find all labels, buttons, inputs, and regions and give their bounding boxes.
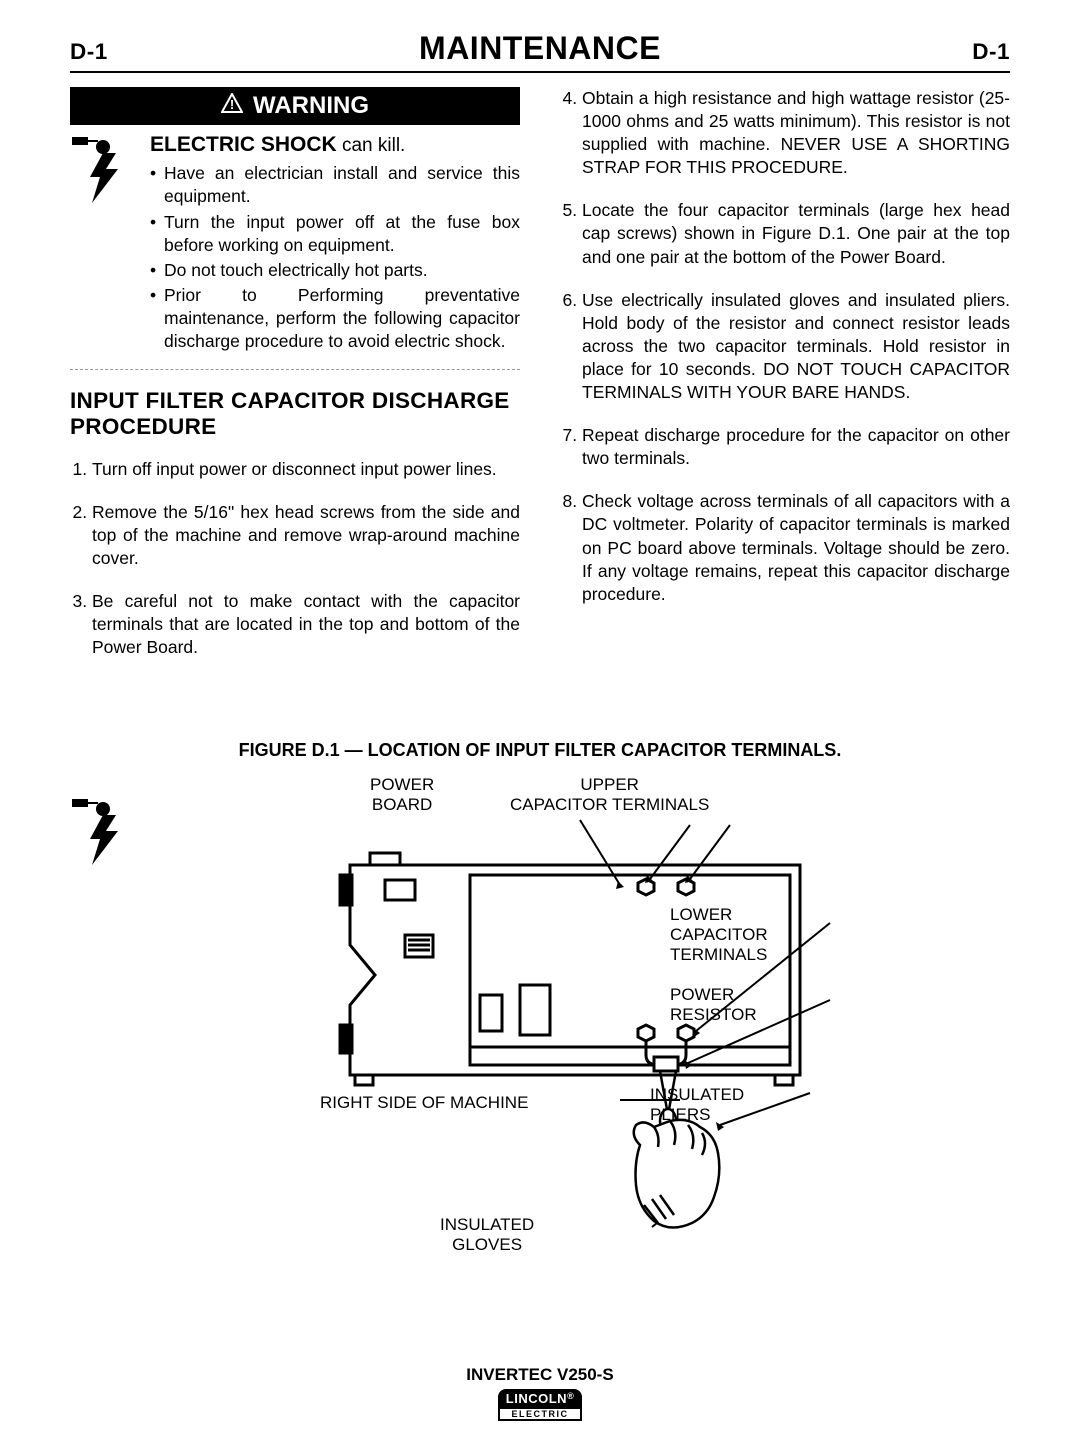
label-power-board: POWERBOARD bbox=[370, 775, 434, 816]
electric-shock-icon-2 bbox=[70, 795, 140, 880]
procedure-step: Repeat discharge procedure for the capac… bbox=[582, 424, 1010, 470]
shock-title-rest: can kill. bbox=[337, 135, 406, 156]
figure-section: FIGURE D.1 — LOCATION OF INPUT FILTER CA… bbox=[70, 740, 1010, 1355]
shock-title: ELECTRIC SHOCK can kill. bbox=[150, 131, 520, 159]
procedure-step: Use electrically insulated gloves and in… bbox=[582, 289, 1010, 404]
shock-title-bold: ELECTRIC SHOCK bbox=[150, 133, 337, 156]
label-lower-caps: LOWERCAPACITORTERMINALS bbox=[670, 905, 768, 966]
warning-bullets: Have an electrician install and service … bbox=[150, 162, 520, 353]
warning-bullet: Turn the input power off at the fuse box… bbox=[150, 211, 520, 257]
procedure-title: INPUT FILTER CAPACITOR DISCHARGE PROCEDU… bbox=[70, 388, 520, 440]
lincoln-logo: LINCOLN® ELECTRIC bbox=[498, 1385, 582, 1421]
dashed-divider bbox=[70, 369, 520, 370]
procedure-steps-left: Turn off input power or disconnect input… bbox=[70, 458, 520, 660]
warning-content: ELECTRIC SHOCK can kill. Have an electri… bbox=[70, 131, 520, 355]
section-code-left: D-1 bbox=[70, 39, 108, 65]
procedure-step: Obtain a high resistance and high wattag… bbox=[582, 87, 1010, 179]
electric-shock-icon bbox=[70, 133, 140, 219]
warning-bullet: Prior to Performing preventative mainten… bbox=[150, 284, 520, 353]
left-column: ! WARNING ELECTRIC SHOCK can kill. Have … bbox=[70, 87, 520, 680]
warning-bullet: Do not touch electrically hot parts. bbox=[150, 259, 520, 282]
label-insulated-pliers: INSULATEDPLIERS bbox=[650, 1085, 744, 1126]
procedure-step: Check voltage across terminals of all ca… bbox=[582, 490, 1010, 605]
label-upper-caps: UPPERCAPACITOR TERMINALS bbox=[510, 775, 709, 816]
procedure-steps-right: Obtain a high resistance and high wattag… bbox=[560, 87, 1010, 606]
warning-triangle-icon: ! bbox=[221, 91, 243, 120]
procedure-step: Turn off input power or disconnect input… bbox=[92, 458, 520, 481]
content-columns: ! WARNING ELECTRIC SHOCK can kill. Have … bbox=[70, 87, 1010, 680]
procedure-step: Be careful not to make contact with the … bbox=[92, 590, 520, 659]
label-right-side: RIGHT SIDE OF MACHINE bbox=[320, 1093, 528, 1113]
figure-caption: FIGURE D.1 — LOCATION OF INPUT FILTER CA… bbox=[70, 740, 1010, 761]
section-code-right: D-1 bbox=[972, 39, 1010, 65]
warning-bullet: Have an electrician install and service … bbox=[150, 162, 520, 208]
page-footer: INVERTEC V250-S LINCOLN® ELECTRIC bbox=[70, 1365, 1010, 1422]
figure-wrap: POWERBOARD UPPERCAPACITOR TERMINALS LOWE… bbox=[70, 775, 1010, 1355]
label-power-resistor: POWERRESISTOR bbox=[670, 985, 757, 1026]
procedure-step: Remove the 5/16" hex head screws from th… bbox=[92, 501, 520, 570]
warning-bar: ! WARNING bbox=[70, 87, 520, 125]
right-column: Obtain a high resistance and high wattag… bbox=[560, 87, 1010, 680]
page-header: D-1 MAINTENANCE D-1 bbox=[70, 30, 1010, 73]
procedure-step: Locate the four capacitor terminals (lar… bbox=[582, 199, 1010, 268]
page-title: MAINTENANCE bbox=[419, 30, 661, 67]
label-insulated-gloves: INSULATEDGLOVES bbox=[440, 1215, 534, 1256]
warning-text-block: ELECTRIC SHOCK can kill. Have an electri… bbox=[150, 131, 520, 355]
svg-text:!: ! bbox=[230, 97, 234, 112]
footer-model: INVERTEC V250-S bbox=[70, 1365, 1010, 1385]
warning-bar-text: WARNING bbox=[253, 90, 369, 122]
